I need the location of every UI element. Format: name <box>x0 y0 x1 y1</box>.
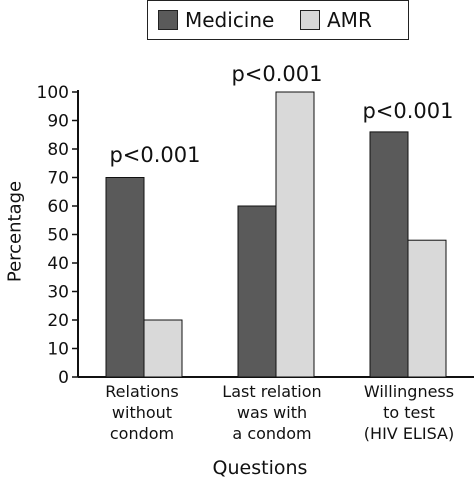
y-axis-label: Percentage <box>4 180 26 283</box>
y-tick-label-70: 70 <box>47 169 69 189</box>
chart-bars <box>105 91 447 378</box>
y-tick-label-0: 0 <box>58 368 69 388</box>
y-tick-label-40: 40 <box>47 254 69 274</box>
y-tick-label-90: 90 <box>47 112 69 132</box>
y-tick-label-50: 50 <box>47 226 69 246</box>
bar-amr-2 <box>275 91 315 378</box>
bar-amr-3 <box>407 239 447 378</box>
y-tick-label-10: 10 <box>47 340 69 360</box>
bar-amr-1 <box>143 319 183 378</box>
p-value-annotation-3: p<0.001 <box>362 99 454 123</box>
chart-legend: Medicine AMR <box>147 0 409 40</box>
category-label-last-relation: Last relation was with a condom <box>222 382 322 443</box>
y-axis-ticks: 0 10 20 30 40 50 60 70 80 90 100 <box>37 83 78 388</box>
y-tick-label-60: 60 <box>47 197 69 217</box>
y-tick-label-80: 80 <box>47 140 69 160</box>
category-label-willingness-to-test: Willingness to test (HIV ELISA) <box>363 382 455 443</box>
legend-item-medicine: Medicine <box>158 7 274 33</box>
y-tick-label-100: 100 <box>37 83 69 103</box>
category-label-relations-without-condom: Relations without condom <box>105 382 179 443</box>
bar-medicine-1 <box>105 177 145 378</box>
legend-label-medicine: Medicine <box>185 8 275 32</box>
p-value-annotation-2: p<0.001 <box>231 62 323 86</box>
y-tick-label-30: 30 <box>47 283 69 303</box>
bar-medicine-3 <box>369 131 409 378</box>
x-axis-label: Questions <box>212 457 308 479</box>
p-value-annotation-1: p<0.001 <box>109 143 201 167</box>
y-tick-label-20: 20 <box>47 311 69 331</box>
legend-swatch-amr <box>300 10 320 30</box>
legend-label-amr: AMR <box>327 8 372 32</box>
legend-item-amr: AMR <box>300 7 372 33</box>
legend-swatch-medicine <box>158 10 178 30</box>
bar-medicine-2 <box>237 205 277 378</box>
